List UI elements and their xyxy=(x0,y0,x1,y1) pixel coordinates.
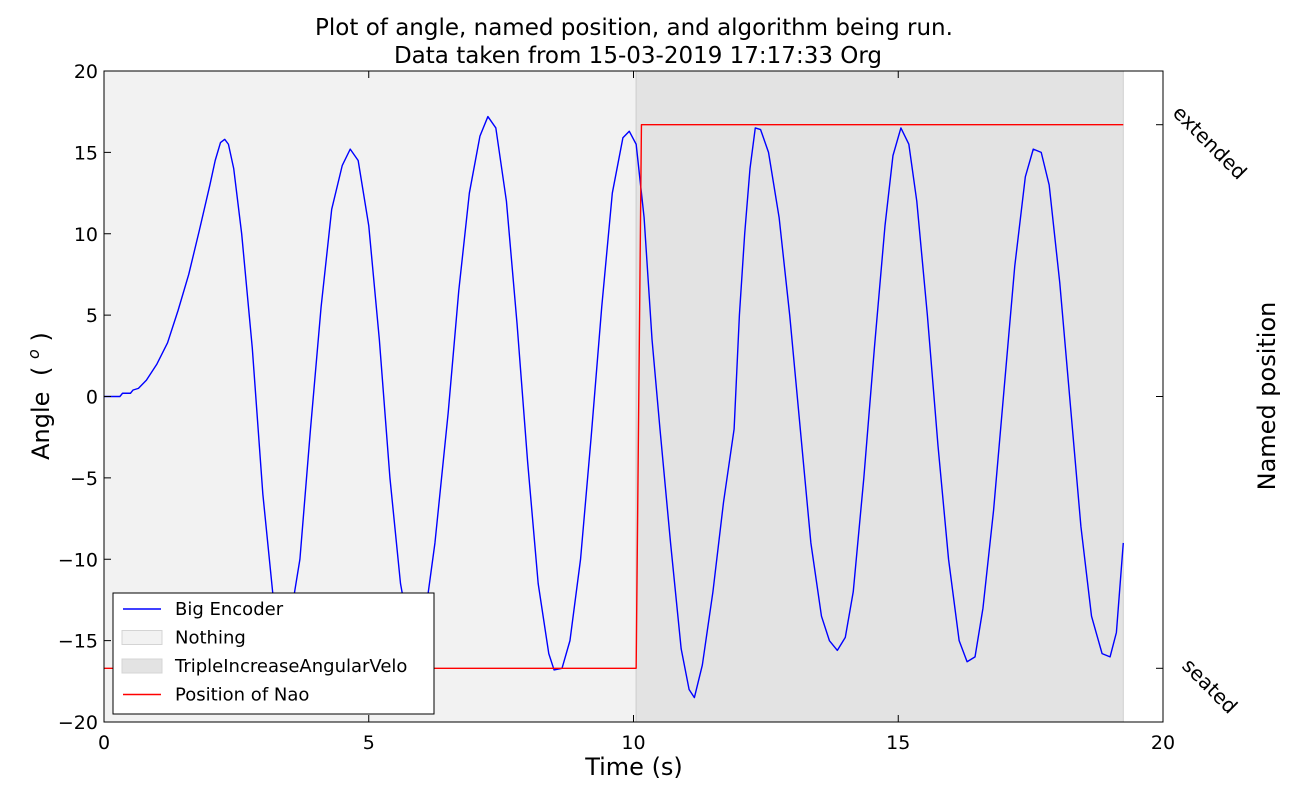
y-tick-label: 10 xyxy=(74,224,98,246)
y-tick-label: 20 xyxy=(74,61,98,83)
right-tick-labels: extended seated xyxy=(1156,101,1252,719)
right-tick-label-extended: extended xyxy=(1168,101,1252,185)
x-axis-label: Time (s) xyxy=(584,753,683,781)
y-tick-label: 0 xyxy=(86,387,98,409)
y-axis-label-group: Angle ( o ) xyxy=(19,332,56,460)
chart-title: Plot of angle, named position, and algor… xyxy=(315,15,953,41)
x-tick-label: 10 xyxy=(621,732,645,754)
y-tick-label: −10 xyxy=(58,549,98,571)
y-axis-label: Angle ( o ) xyxy=(19,332,55,460)
chart-subtitle: Data taken from 15-03-2019 17:17:33 Org xyxy=(394,43,882,69)
x-tick-label: 0 xyxy=(98,732,110,754)
legend-label: TripleIncreaseAngularVelo xyxy=(174,656,407,677)
right-tick-label-seated: seated xyxy=(1177,654,1242,719)
legend-swatch-patch xyxy=(121,630,163,645)
y-axis-label-unit-close: ) xyxy=(27,332,55,341)
y-axis-label-unit-open: ( xyxy=(27,359,55,376)
x-tick-label: 5 xyxy=(363,732,375,754)
legend-box xyxy=(112,592,435,715)
y-tick-label: −5 xyxy=(70,468,98,490)
y-tick-label: 5 xyxy=(86,305,98,327)
legend-label: Nothing xyxy=(175,628,246,649)
y2-axis-label: Named position xyxy=(1253,302,1281,491)
right-tick-label-group: seated xyxy=(1177,654,1242,719)
legend-label: Big Encoder xyxy=(175,599,284,620)
y-tick-label: 15 xyxy=(74,142,98,164)
legend-swatch-patch xyxy=(121,658,163,674)
y-tick-label: −15 xyxy=(58,631,98,653)
legend-label: Position of Nao xyxy=(175,685,309,706)
y-axis-label-text: Angle xyxy=(27,392,55,460)
legend: Big Encoder Nothing TripleIncreaseAngularV… xyxy=(112,592,435,715)
x-tick-label: 20 xyxy=(1151,732,1175,754)
x-tick-label: 15 xyxy=(886,732,910,754)
span-tripleincreaseangularvelo xyxy=(635,70,1124,723)
y2-axis-label-group: Named position xyxy=(1253,302,1281,491)
y-axis-label-unit-sup: o xyxy=(24,349,43,359)
series-line-big-encoder xyxy=(104,115,1124,699)
right-tick-label-group: extended xyxy=(1168,101,1252,185)
y-tick-label: −20 xyxy=(58,712,98,734)
tick-group: 0 5 10 15 20 20 15 10 5 0 −5 −10 −15 −20 xyxy=(58,61,1175,754)
